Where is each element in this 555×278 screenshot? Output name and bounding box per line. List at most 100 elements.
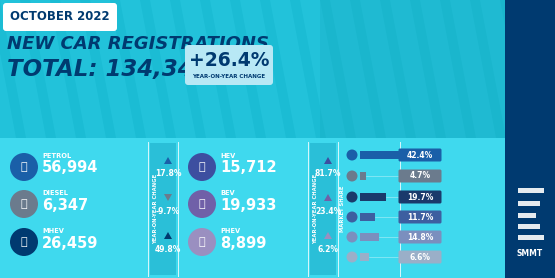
Text: ⛽: ⛽ [21,199,27,209]
Bar [360,213,375,221]
Text: 4.7%: 4.7% [410,172,431,180]
Bar [518,213,536,218]
Text: 6.6%: 6.6% [410,252,431,262]
Polygon shape [324,232,332,239]
Polygon shape [270,0,316,138]
FancyBboxPatch shape [3,3,117,31]
Circle shape [346,232,357,242]
Text: 🔌: 🔌 [199,199,205,209]
Text: DIESEL: DIESEL [42,190,68,196]
Circle shape [346,192,357,202]
Bar [518,224,540,229]
Polygon shape [300,0,346,138]
Text: SMMT: SMMT [517,249,543,257]
Bar [360,193,386,201]
Polygon shape [510,0,555,138]
Text: 15,712: 15,712 [220,160,276,175]
Text: 8,899: 8,899 [220,235,266,250]
Text: 56,994: 56,994 [42,160,98,175]
Polygon shape [120,0,166,138]
Polygon shape [420,0,466,138]
FancyBboxPatch shape [398,170,441,182]
FancyBboxPatch shape [310,143,336,275]
FancyBboxPatch shape [398,148,441,162]
Polygon shape [540,0,555,138]
Text: PETROL: PETROL [42,153,71,159]
Text: MARKET SHARE: MARKET SHARE [340,186,345,232]
Bar [0,138,505,278]
Polygon shape [324,194,332,201]
Ellipse shape [188,190,216,218]
Polygon shape [180,0,226,138]
Bar [360,172,366,180]
Polygon shape [30,0,76,138]
FancyBboxPatch shape [150,143,176,275]
Bar [518,188,544,193]
Text: YEAR-ON-YEAR CHANGE: YEAR-ON-YEAR CHANGE [314,174,319,244]
Bar [360,151,415,159]
Text: 19.7%: 19.7% [407,192,433,202]
FancyBboxPatch shape [398,250,441,264]
Polygon shape [0,0,46,138]
Text: 23.4%: 23.4% [315,207,341,215]
Text: NEW CAR REGISTRATIONS: NEW CAR REGISTRATIONS [7,35,269,53]
Text: ⛽: ⛽ [21,162,27,172]
Circle shape [346,252,357,262]
FancyBboxPatch shape [185,45,273,85]
Ellipse shape [10,228,38,256]
Circle shape [346,170,357,182]
Text: TOTAL: 134,344: TOTAL: 134,344 [7,58,209,81]
Text: HEV: HEV [220,153,235,159]
Ellipse shape [188,228,216,256]
FancyBboxPatch shape [398,210,441,224]
Polygon shape [450,0,496,138]
FancyBboxPatch shape [398,190,441,203]
Text: 81.7%: 81.7% [315,170,341,178]
Text: MHEV: MHEV [42,228,64,234]
Text: 11.7%: 11.7% [407,212,433,222]
Polygon shape [240,0,286,138]
Bar [518,201,540,206]
Text: 🔋: 🔋 [21,237,27,247]
Polygon shape [0,0,16,138]
Polygon shape [390,0,436,138]
Text: -9.7%: -9.7% [156,207,180,215]
Bar [320,0,505,138]
Polygon shape [164,232,172,239]
Polygon shape [90,0,136,138]
Text: 19,933: 19,933 [220,197,276,212]
Bar [0,138,505,278]
Text: YEAR-ON-YEAR CHANGE: YEAR-ON-YEAR CHANGE [154,174,159,244]
Polygon shape [330,0,376,138]
Bar [360,233,379,241]
FancyBboxPatch shape [398,230,441,244]
Text: 17.8%: 17.8% [155,170,181,178]
Text: 6,347: 6,347 [42,197,88,212]
Ellipse shape [188,153,216,181]
Circle shape [346,150,357,160]
Text: OCTOBER 2022: OCTOBER 2022 [10,11,110,24]
Circle shape [346,212,357,222]
Text: 🔌: 🔌 [199,237,205,247]
Text: 6.2%: 6.2% [317,244,339,254]
Text: YEAR-ON-YEAR CHANGE: YEAR-ON-YEAR CHANGE [193,74,265,79]
Text: 49.8%: 49.8% [155,244,181,254]
Bar [505,0,555,278]
Ellipse shape [10,190,38,218]
Text: +26.4%: +26.4% [189,51,269,70]
Polygon shape [210,0,256,138]
Text: 14.8%: 14.8% [407,232,433,242]
Polygon shape [164,194,172,201]
Text: PHEV: PHEV [220,228,240,234]
Polygon shape [164,157,172,164]
Text: BEV: BEV [220,190,235,196]
Text: 🔌: 🔌 [199,162,205,172]
Text: 26,459: 26,459 [42,235,98,250]
Bar [518,235,544,240]
Ellipse shape [10,153,38,181]
Polygon shape [60,0,106,138]
Polygon shape [150,0,196,138]
Polygon shape [480,0,526,138]
Polygon shape [324,157,332,164]
Text: 42.4%: 42.4% [407,150,433,160]
